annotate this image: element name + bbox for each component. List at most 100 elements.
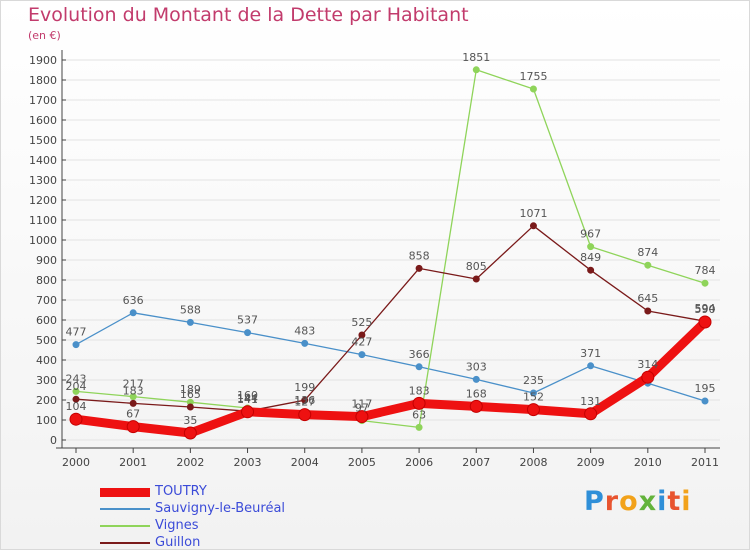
data-label: 1851 — [462, 51, 490, 64]
data-label: 217 — [123, 378, 144, 391]
y-tick-label: 0 — [50, 434, 57, 447]
data-point — [587, 266, 595, 274]
data-label: 858 — [409, 249, 430, 262]
x-tick-label: 2008 — [519, 456, 547, 469]
logo-letter: r — [604, 486, 620, 517]
data-point — [301, 396, 309, 404]
legend-label: TOUTRY — [155, 484, 207, 499]
data-point — [72, 395, 80, 403]
legend-item: Sauvigny-le-Beuréal — [100, 501, 340, 518]
data-label: 127 — [294, 396, 315, 409]
data-label: 588 — [180, 303, 201, 316]
data-label: 590 — [695, 303, 716, 316]
data-label: 165 — [180, 388, 201, 401]
data-point — [529, 85, 537, 93]
data-label: 160 — [237, 389, 258, 402]
y-tick-label: 500 — [36, 334, 57, 347]
data-point — [126, 420, 140, 434]
data-point — [587, 243, 595, 251]
legend-label: Guillon — [155, 535, 201, 550]
data-point — [186, 403, 194, 411]
y-tick-label: 600 — [36, 314, 57, 327]
logo-letter: o — [619, 486, 639, 517]
data-point — [529, 389, 537, 397]
y-tick-label: 1600 — [29, 114, 57, 127]
data-label: 645 — [637, 292, 658, 305]
data-label: 152 — [523, 391, 544, 404]
y-tick-label: 900 — [36, 254, 57, 267]
y-tick-label: 1500 — [29, 134, 57, 147]
data-point — [298, 408, 312, 422]
y-tick-label: 200 — [36, 394, 57, 407]
y-tick-label: 1700 — [29, 94, 57, 107]
data-point — [358, 331, 366, 339]
data-point — [529, 222, 537, 230]
data-label: 136 — [294, 394, 315, 407]
data-point — [641, 370, 655, 384]
data-point — [69, 412, 83, 426]
data-label: 243 — [66, 372, 87, 385]
data-point — [412, 396, 426, 410]
data-label: 235 — [523, 374, 544, 387]
data-label: 303 — [466, 360, 487, 373]
data-label: 199 — [294, 381, 315, 394]
legend-swatch — [100, 525, 150, 527]
data-label: 1071 — [519, 207, 547, 220]
data-label: 314 — [637, 358, 658, 371]
x-tick-label: 2009 — [577, 456, 605, 469]
x-tick-label: 2003 — [234, 456, 262, 469]
series-line-Guillon — [75, 225, 706, 412]
series-line-TOUTRY — [71, 317, 710, 438]
legend-label: Sauvigny-le-Beuréal — [155, 501, 286, 516]
data-label: 784 — [695, 264, 716, 277]
legend-swatch — [100, 487, 150, 497]
data-point — [472, 66, 480, 74]
line-chart: 0 100 200 300 400 500 600 700 800 900 1000 1100 1200… — [29, 50, 720, 469]
data-point — [244, 329, 252, 337]
chart-title: Evolution du Montant de la Dette par Hab… — [28, 4, 469, 26]
legend-item: Guillon — [100, 535, 340, 552]
data-point — [129, 393, 137, 401]
data-label: 477 — [66, 326, 87, 339]
data-point — [469, 399, 483, 413]
data-point — [472, 375, 480, 383]
data-label: 636 — [123, 294, 144, 307]
x-tick-label: 2007 — [462, 456, 490, 469]
data-label: 427 — [351, 336, 372, 349]
series-line-Vignes — [75, 69, 706, 429]
legend-label: Vignes — [155, 518, 199, 533]
x-tick-label: 2001 — [119, 456, 147, 469]
legend-swatch — [100, 542, 150, 544]
x-tick-label: 2005 — [348, 456, 376, 469]
series-line-Sauvigny-le-Beuréal — [75, 312, 706, 402]
data-point — [415, 264, 423, 272]
data-point — [241, 405, 255, 419]
x-tick-label: 2002 — [176, 456, 204, 469]
data-label: 131 — [580, 395, 601, 408]
data-label: 104 — [66, 400, 87, 413]
x-tick-label: 2000 — [62, 456, 90, 469]
data-point — [415, 423, 423, 431]
data-point — [129, 309, 137, 317]
y-tick-label: 1800 — [29, 74, 57, 87]
data-point — [472, 275, 480, 283]
data-point — [301, 339, 309, 347]
data-point — [698, 315, 712, 329]
data-point — [183, 426, 197, 440]
legend-item: Vignes — [100, 518, 340, 535]
data-point — [129, 399, 137, 407]
y-tick-label: 400 — [36, 354, 57, 367]
data-label: 144 — [237, 392, 258, 405]
data-label: 537 — [237, 314, 258, 327]
y-tick-label: 1000 — [29, 234, 57, 247]
y-tick-label: 1400 — [29, 154, 57, 167]
data-label: 183 — [123, 384, 144, 397]
data-point — [415, 363, 423, 371]
data-label: 35 — [183, 414, 197, 427]
logo-letter: x — [638, 486, 658, 517]
data-label: 371 — [580, 347, 601, 360]
y-tick-label: 1300 — [29, 174, 57, 187]
data-point — [72, 341, 80, 349]
data-point — [358, 351, 366, 359]
y-tick-label: 1100 — [29, 214, 57, 227]
